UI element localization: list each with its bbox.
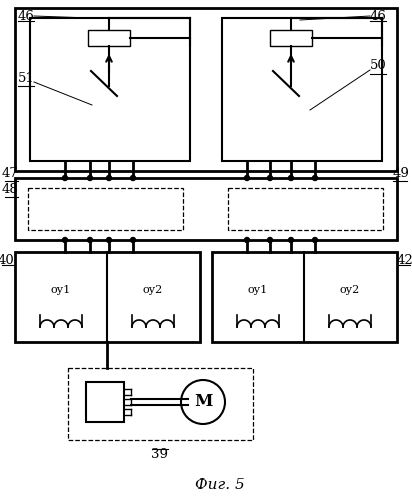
Circle shape (312, 238, 318, 243)
Circle shape (131, 176, 136, 181)
Circle shape (63, 176, 68, 181)
Circle shape (106, 238, 112, 243)
Circle shape (63, 238, 68, 243)
Circle shape (267, 176, 272, 181)
Circle shape (87, 238, 93, 243)
Text: 47: 47 (1, 167, 18, 180)
Bar (222, 18, 382, 161)
Bar (15, 8, 397, 171)
Text: 48: 48 (1, 183, 18, 196)
Text: оу1: оу1 (51, 285, 71, 295)
Text: оу1: оу1 (248, 285, 268, 295)
Bar (68, 368, 253, 440)
Bar (15, 252, 200, 342)
Text: оу2: оу2 (340, 285, 360, 295)
Bar (270, 30, 312, 46)
Text: 51: 51 (18, 71, 35, 84)
Bar (15, 178, 397, 240)
Circle shape (288, 238, 293, 243)
Circle shape (131, 238, 136, 243)
Text: М: М (194, 394, 212, 411)
Circle shape (267, 238, 272, 243)
Text: 39: 39 (152, 448, 169, 461)
Text: 42: 42 (397, 254, 412, 267)
Text: 49: 49 (393, 167, 410, 180)
Text: 46: 46 (370, 10, 387, 23)
Text: оу2: оу2 (143, 285, 163, 295)
Bar (212, 252, 397, 342)
Bar (28, 188, 183, 230)
Circle shape (312, 176, 318, 181)
Bar (86, 382, 124, 422)
Bar (228, 188, 383, 230)
Circle shape (106, 176, 112, 181)
Text: 46: 46 (18, 10, 35, 23)
Circle shape (288, 176, 293, 181)
Text: 40: 40 (0, 254, 14, 267)
Circle shape (87, 176, 93, 181)
Text: 50: 50 (370, 58, 387, 71)
Circle shape (244, 238, 250, 243)
Bar (30, 18, 190, 161)
Circle shape (244, 176, 250, 181)
Text: Фиг. 5: Фиг. 5 (195, 478, 245, 492)
Bar (88, 30, 130, 46)
